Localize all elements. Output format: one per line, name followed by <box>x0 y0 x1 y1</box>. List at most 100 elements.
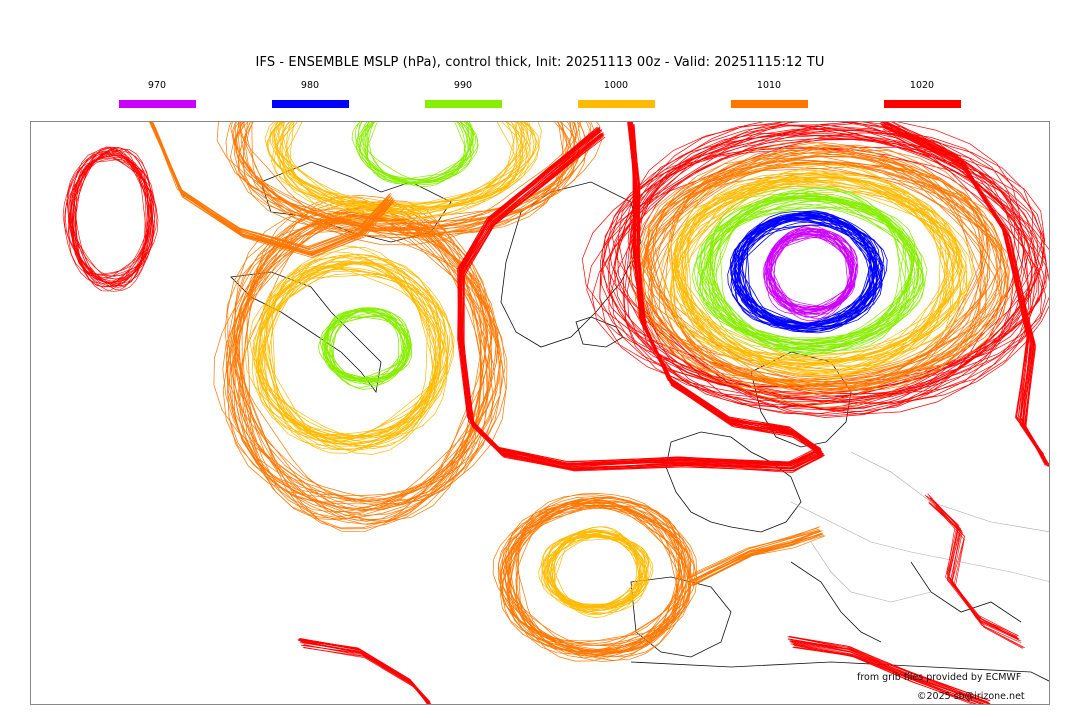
isobar-1000 <box>259 261 437 447</box>
greenland-coast <box>500 181 642 348</box>
isobar-1020 <box>460 124 823 469</box>
isobar-990 <box>358 122 467 184</box>
legend-swatch <box>424 100 502 108</box>
isobar-1020 <box>789 636 989 704</box>
isobar-1010 <box>246 213 506 525</box>
isobar-1020 <box>789 640 990 704</box>
isobar-1010 <box>691 533 824 586</box>
isobar-970 <box>766 226 854 311</box>
isobar-1010 <box>658 151 1009 381</box>
isobar-970 <box>763 229 850 311</box>
isobar-1000 <box>255 260 436 451</box>
isobar-1000 <box>544 535 648 612</box>
isobar-1000 <box>271 122 518 215</box>
legend-item-1020: 1020 <box>883 80 961 108</box>
isobar-1020 <box>601 138 1025 405</box>
isobar-1010 <box>150 122 391 248</box>
isobar-1020 <box>463 126 824 471</box>
britain-coast <box>665 431 802 533</box>
isobar-1020 <box>623 148 1045 411</box>
isobar-1000 <box>244 260 434 445</box>
isobar-1010 <box>227 217 503 502</box>
source-credit: from grib files provided by ECMWF <box>857 672 1022 683</box>
balkans-coast <box>910 561 1022 623</box>
isobar-990 <box>323 307 410 381</box>
legend-swatch <box>577 100 655 108</box>
isobar-1020 <box>926 495 1018 638</box>
isobar-990 <box>355 122 469 180</box>
isobar-990 <box>360 122 469 188</box>
isobar-1020 <box>72 146 150 288</box>
isobar-1020 <box>930 498 1019 640</box>
isobar-1000 <box>686 176 954 365</box>
isobar-1020 <box>882 122 1046 460</box>
ensemble-isobar-map <box>62 122 1049 704</box>
isobar-1020 <box>297 639 431 702</box>
isobar-990 <box>332 313 411 382</box>
isobar-990 <box>709 207 914 351</box>
isobar-1000 <box>267 122 522 219</box>
isobar-1000 <box>549 528 642 609</box>
isobar-990 <box>691 206 907 353</box>
isobar-ensemble <box>62 122 1049 704</box>
isobar-1000 <box>668 181 960 363</box>
isobar-980 <box>735 217 882 332</box>
isobar-1000 <box>273 122 517 210</box>
isobar-1010 <box>238 122 575 223</box>
isobar-1020 <box>935 505 1024 649</box>
isobar-970 <box>769 230 852 315</box>
isobar-1020 <box>788 636 989 704</box>
isobar-1020 <box>299 638 429 704</box>
isobar-1000 <box>671 163 948 371</box>
isobar-1000 <box>660 185 941 365</box>
isobar-1020 <box>930 497 1018 640</box>
isobar-1020 <box>929 497 1018 637</box>
isobar-1000 <box>685 174 963 355</box>
isobar-1000 <box>670 163 968 366</box>
isobar-1020 <box>882 124 1046 462</box>
isobar-1020 <box>300 639 432 704</box>
legend-item-1000: 1000 <box>577 80 655 108</box>
isobar-1000 <box>269 245 441 439</box>
isobar-990 <box>320 308 405 379</box>
legend-swatch <box>271 100 349 108</box>
isobar-1020 <box>65 159 150 284</box>
isobar-1020 <box>622 126 1049 404</box>
isobar-990 <box>702 187 923 345</box>
legend-label: 990 <box>453 80 473 91</box>
isobar-1020 <box>928 495 1019 639</box>
isobar-1000 <box>681 177 954 368</box>
map-panel[interactable] <box>30 121 1050 705</box>
legend-swatch <box>118 100 196 108</box>
isobar-1020 <box>457 122 819 466</box>
isobar-1010 <box>690 530 823 583</box>
isobar-990 <box>357 122 475 185</box>
isobar-1010 <box>235 122 580 232</box>
isobar-1000 <box>544 530 640 611</box>
isobar-1000 <box>277 122 528 207</box>
isobar-1020 <box>298 638 429 704</box>
isobar-1020 <box>458 122 819 463</box>
isobar-1000 <box>270 261 449 435</box>
isobar-1020 <box>71 148 155 291</box>
isobar-1010 <box>251 122 577 224</box>
isobar-990 <box>357 122 473 183</box>
isobar-1010 <box>687 526 820 577</box>
isobar-1000 <box>554 535 647 609</box>
isobar-1000 <box>682 176 965 359</box>
isobar-990 <box>362 122 474 183</box>
isobar-1010 <box>690 533 821 582</box>
isobar-990 <box>355 122 473 181</box>
isobar-1020 <box>884 122 1044 457</box>
isobar-1020 <box>301 641 430 704</box>
isobar-1010 <box>152 122 391 254</box>
isobar-1010 <box>237 122 582 229</box>
isobar-1010 <box>499 498 677 652</box>
isobar-1000 <box>266 122 518 203</box>
isobar-1000 <box>273 122 542 215</box>
isobar-1000 <box>282 122 538 205</box>
isobar-1010 <box>647 141 999 389</box>
isobar-980 <box>741 224 882 330</box>
isobar-1000 <box>687 176 973 377</box>
isobar-1000 <box>681 170 963 359</box>
